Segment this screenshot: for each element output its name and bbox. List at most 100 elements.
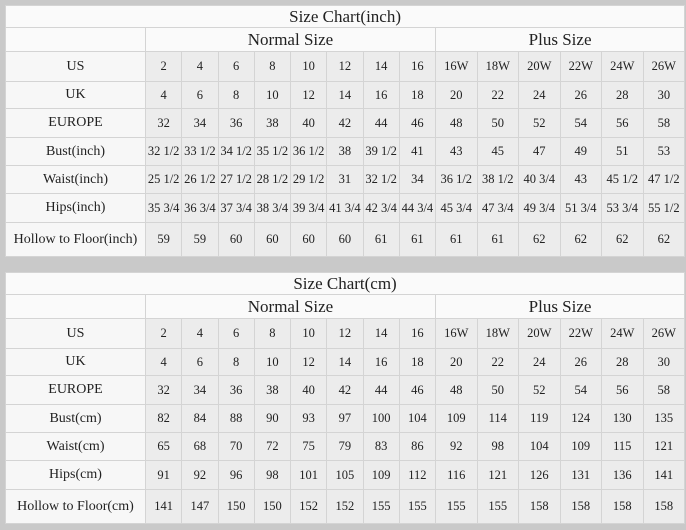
row-label: US — [5, 51, 146, 82]
size-value-cell: 98 — [253, 460, 292, 490]
table-row: Waist(cm) 65 68 70 72 75 79 83 86 92 98 104 109 115 12… — [5, 432, 686, 461]
size-value-cell: 16W — [435, 51, 478, 82]
size-value-cell: 136 — [601, 460, 644, 490]
size-value-cell: 4 — [181, 318, 219, 349]
size-value-cell: 62 — [559, 222, 602, 257]
size-value-cell: 152 — [326, 489, 364, 524]
table-row: Hollow to Floor(cm) 141 147 150 150 152 152 155… — [5, 489, 686, 524]
table-row: Hips(cm) 91 92 96 98 101 105 109 112 116 121 126 131… — [5, 460, 686, 490]
size-value-cell: 56 — [601, 375, 644, 405]
size-value-cell: 130 — [601, 404, 644, 433]
size-value-cell: 135 — [642, 404, 686, 433]
size-value-cell: 38 3/4 — [253, 193, 292, 223]
size-value-cell: 2 — [144, 318, 183, 349]
row-label: EUROPE — [5, 375, 146, 405]
size-value-cell: 152 — [289, 489, 328, 524]
size-value-cell: 53 — [642, 137, 686, 166]
size-value-cell: 6 — [217, 318, 255, 349]
size-value-cell: 12 — [289, 81, 328, 109]
size-value-cell: 8 — [253, 51, 292, 82]
table-row: US 2 4 6 8 10 12 14 16 16W 18W 20W 22W 24W 26W — [5, 318, 686, 349]
size-value-cell: 41 — [398, 137, 437, 166]
size-value-cell: 38 1/2 — [476, 165, 519, 194]
table-row: EUROPE 32 34 36 38 40 42 44 46 48 50 52 54 56 58 — [5, 375, 686, 405]
size-value-cell: 116 — [435, 460, 478, 490]
size-value-cell: 141 — [144, 489, 183, 524]
size-value-cell: 16W — [435, 318, 478, 349]
size-value-cell: 62 — [518, 222, 561, 257]
size-value-cell: 28 — [601, 81, 644, 109]
size-value-cell: 44 3/4 — [398, 193, 437, 223]
size-value-cell: 104 — [518, 432, 561, 461]
size-value-cell: 79 — [326, 432, 364, 461]
size-chart-cm: Size Chart(cm) Normal Size Plus Size US 2… — [4, 272, 686, 524]
size-value-cell: 24 — [518, 348, 561, 376]
size-value-cell: 6 — [181, 81, 219, 109]
size-value-cell: 34 — [398, 165, 437, 194]
size-value-cell: 6 — [217, 51, 255, 82]
size-value-cell: 114 — [476, 404, 519, 433]
size-value-cell: 2 — [144, 51, 183, 82]
size-value-cell: 101 — [289, 460, 328, 490]
size-value-cell: 32 — [144, 108, 183, 138]
size-value-cell: 27 1/2 — [217, 165, 255, 194]
size-value-cell: 38 — [326, 137, 364, 166]
size-value-cell: 14 — [362, 318, 400, 349]
size-value-cell: 38 — [253, 108, 292, 138]
size-value-cell: 42 — [326, 375, 364, 405]
size-value-cell: 158 — [559, 489, 602, 524]
size-value-cell: 155 — [362, 489, 400, 524]
size-value-cell: 20 — [435, 81, 478, 109]
size-value-cell: 82 — [144, 404, 183, 433]
size-value-cell: 53 3/4 — [601, 193, 644, 223]
size-value-cell: 42 — [326, 108, 364, 138]
size-value-cell: 60 — [326, 222, 364, 257]
size-value-cell: 29 1/2 — [289, 165, 328, 194]
row-label: Waist(inch) — [5, 165, 146, 194]
size-value-cell: 45 3/4 — [435, 193, 478, 223]
size-value-cell: 109 — [435, 404, 478, 433]
size-value-cell: 50 — [476, 108, 519, 138]
size-value-cell: 141 — [642, 460, 686, 490]
size-value-cell: 26 1/2 — [181, 165, 219, 194]
size-value-cell: 109 — [559, 432, 602, 461]
size-value-cell: 96 — [217, 460, 255, 490]
size-value-cell: 22W — [559, 51, 602, 82]
size-value-cell: 10 — [253, 81, 292, 109]
size-value-cell: 55 1/2 — [642, 193, 686, 223]
size-value-cell: 61 — [398, 222, 437, 257]
table-row: UK 4 6 8 10 12 14 16 18 20 22 24 26 28 30 — [5, 81, 686, 109]
row-label: Bust(inch) — [5, 137, 146, 166]
size-value-cell: 32 — [144, 375, 183, 405]
size-value-cell: 158 — [601, 489, 644, 524]
size-value-cell: 43 — [559, 165, 602, 194]
size-value-cell: 131 — [559, 460, 602, 490]
row-label: Hips(inch) — [5, 193, 146, 223]
row-label: EUROPE — [5, 108, 146, 138]
size-value-cell: 40 — [289, 375, 328, 405]
row-label: Bust(cm) — [5, 404, 146, 433]
size-value-cell: 51 3/4 — [559, 193, 602, 223]
size-value-cell: 25 1/2 — [144, 165, 183, 194]
row-label: Hollow to Floor(cm) — [5, 489, 146, 524]
size-value-cell: 35 1/2 — [253, 137, 292, 166]
table-row: US 2 4 6 8 10 12 14 16 16W 18W 20W 22W 24W 26W — [5, 51, 686, 82]
plus-size-header: Plus Size — [434, 27, 686, 52]
row-label: UK — [5, 81, 146, 109]
size-value-cell: 12 — [326, 51, 364, 82]
size-value-cell: 31 — [326, 165, 364, 194]
size-value-cell: 18W — [476, 318, 519, 349]
size-value-cell: 56 — [601, 108, 644, 138]
row-label: Waist(cm) — [5, 432, 146, 461]
size-value-cell: 49 3/4 — [518, 193, 561, 223]
size-value-cell: 35 3/4 — [144, 193, 183, 223]
size-value-cell: 34 — [181, 375, 219, 405]
size-value-cell: 8 — [217, 348, 255, 376]
size-value-cell: 112 — [398, 460, 437, 490]
size-value-cell: 12 — [289, 348, 328, 376]
size-value-cell: 30 — [642, 81, 686, 109]
table-row: Bust(cm) 82 84 88 90 93 97 100 104 109 114 119 124 13… — [5, 404, 686, 433]
size-value-cell: 44 — [362, 108, 400, 138]
table-row: Bust(inch) 32 1/2 33 1/2 34 1/2 35 1/2 36 1/2… — [5, 137, 686, 166]
size-value-cell: 92 — [435, 432, 478, 461]
